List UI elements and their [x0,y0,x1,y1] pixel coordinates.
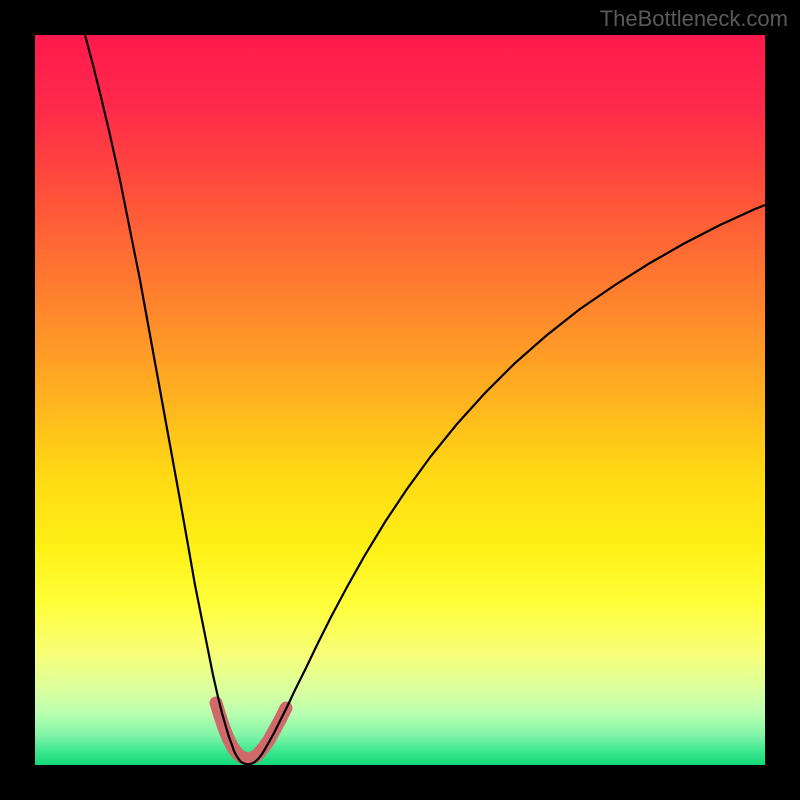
watermark-text: TheBottleneck.com [600,6,788,32]
main-curve [85,35,765,764]
curve-layer [35,35,765,765]
plot-area [35,35,765,765]
